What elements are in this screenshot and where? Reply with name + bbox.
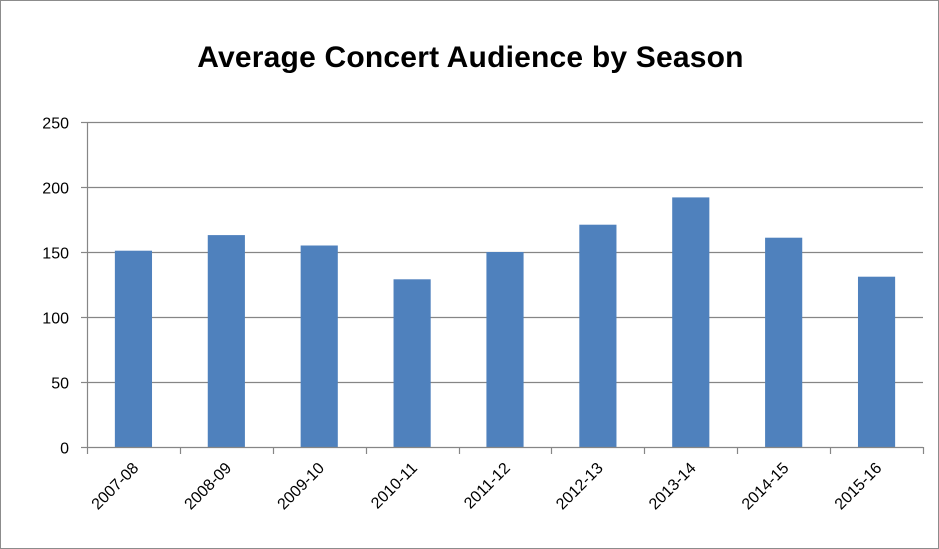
x-tick-label: 2015-16 xyxy=(832,460,886,514)
x-tick-labels: 2007-08 2008-09 2009-10 2010-11 2011-12 2012-… xyxy=(89,460,886,514)
y-tick-label: 50 xyxy=(51,376,69,393)
bar-2008-09 xyxy=(207,235,245,447)
bars xyxy=(114,197,896,447)
y-tick-labels: 0 50 100 150 200 250 xyxy=(42,116,69,458)
x-tick-label: 2008-09 xyxy=(182,460,236,514)
y-tick-label: 150 xyxy=(42,246,69,263)
bar-2007-08 xyxy=(114,250,153,447)
x-tick-label: 2013-14 xyxy=(646,460,700,514)
bar-2009-10 xyxy=(300,245,338,447)
bar-2014-15 xyxy=(765,237,803,447)
bar-2010-11 xyxy=(393,279,431,447)
x-tick-label: 2009-10 xyxy=(275,460,329,514)
y-tick-label: 100 xyxy=(42,311,69,328)
y-tick-label: 0 xyxy=(60,441,69,458)
y-tick-label: 250 xyxy=(42,116,69,133)
x-tick-label: 2011-12 xyxy=(461,460,514,513)
bar-2013-14 xyxy=(672,197,710,447)
axes xyxy=(81,121,925,454)
x-tick-label: 2012-13 xyxy=(553,460,607,514)
bar-2015-16 xyxy=(857,276,896,447)
bar-2011-12 xyxy=(486,252,524,447)
x-tick-label: 2014-15 xyxy=(739,460,793,514)
bar-2012-13 xyxy=(579,224,617,447)
chart-title: Average Concert Audience by Season xyxy=(197,41,744,74)
x-tick-label: 2010-11 xyxy=(368,460,421,513)
y-tick-label: 200 xyxy=(42,181,69,198)
x-tick-label: 2007-08 xyxy=(89,460,143,514)
